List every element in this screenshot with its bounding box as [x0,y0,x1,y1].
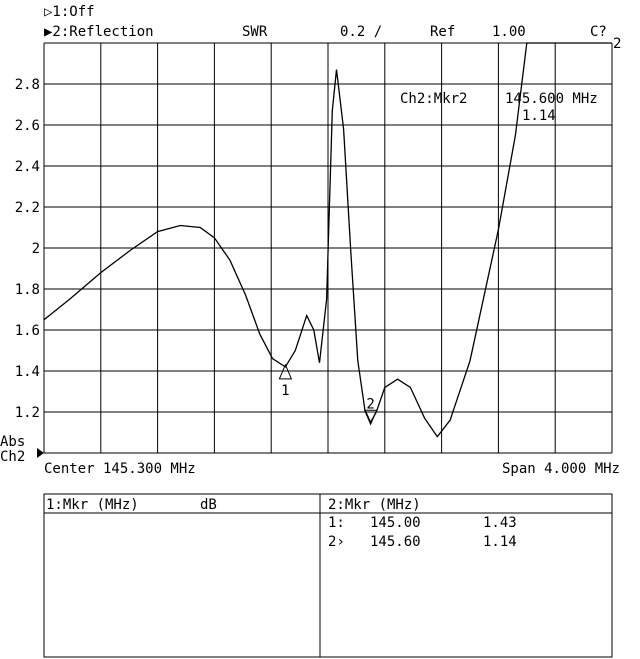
span-frequency: Span 4.000 MHz [502,461,620,477]
row-marker-freq: 145.00 [370,515,421,531]
y-tick-label: 2.6 [15,118,40,134]
ch2-measurement[interactable]: ▶2:Reflection [44,24,154,40]
marker-readout-value: 1.14 [522,108,556,124]
left-table-unit: dB [200,497,217,513]
marker-readout-freq: 145.600 MHz [505,91,598,107]
swr-trace [43,42,612,438]
table-row[interactable]: 2› 145.60 1.14 [328,534,517,550]
channel-indicator: 2 [613,36,621,52]
y-tick-label: 1.2 [15,405,40,421]
row-marker-freq: 145.60 [370,534,421,550]
trace-markers: 12 [278,363,378,426]
row-marker-value: 1.14 [483,534,517,550]
marker-2-triangle-icon [363,409,378,426]
marker-1-label: 1 [281,383,289,399]
scale-label: 0.2 / [340,24,382,40]
abs-label: Abs [0,434,25,450]
row-marker-id: 2› [328,534,345,550]
marker-2-label: 2 [366,396,374,412]
y-tick-label: 1.6 [15,323,40,339]
left-table-header: 1:Mkr (MHz) [46,497,139,513]
ref-position-arrow-icon [37,448,44,458]
center-frequency: Center 145.300 MHz [44,461,196,477]
table-row[interactable]: 1: 145.00 1.43 [328,515,517,531]
channel-label: Ch2 [0,449,25,465]
marker-1-triangle-icon [278,363,293,380]
y-tick-label: 1.8 [15,282,40,298]
y-tick-labels: 1.2 1.4 1.6 1.8 2 2.2 2.4 2.6 2.8 [15,77,40,421]
y-tick-label: 1.4 [15,364,40,380]
right-table-header: 2:Mkr (MHz) [328,497,421,513]
y-tick-label: 2.8 [15,77,40,93]
table-border [43,493,613,658]
marker-table: 1:Mkr (MHz) dB 2:Mkr (MHz) 1: 145.00 1.4… [43,493,613,658]
ch1-status[interactable]: ▷1:Off [44,4,95,20]
y-tick-label: 2.2 [15,200,40,216]
format-label: SWR [242,24,268,40]
row-marker-id: 1: [328,515,345,531]
row-marker-value: 1.43 [483,515,517,531]
ref-value: 1.00 [492,24,526,40]
plot-grid [43,42,613,454]
cal-status: C? [590,24,607,40]
y-tick-label: 2 [32,241,40,257]
marker-readout-label: Ch2:Mkr2 [400,91,467,107]
y-tick-label: 2.4 [15,159,40,175]
ref-label: Ref [430,24,455,40]
